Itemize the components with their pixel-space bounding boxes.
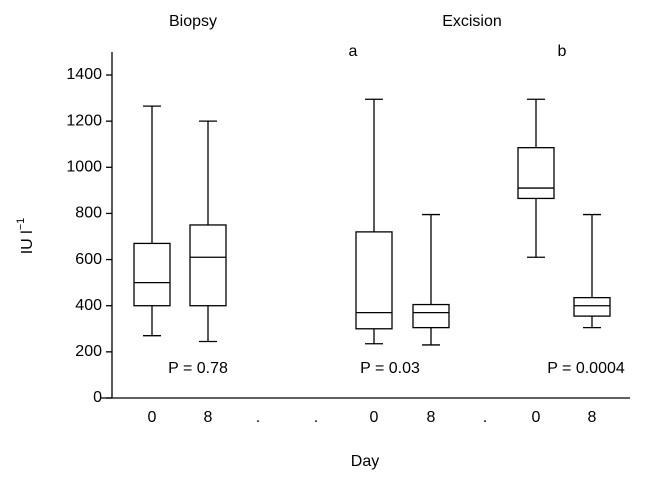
x-tick-label: . — [483, 409, 487, 426]
x-tick-label: 0 — [148, 409, 157, 426]
box — [412, 303, 450, 329]
y-tick-label: 400 — [75, 297, 102, 314]
y-axis-label-base: IU l — [19, 230, 36, 254]
x-tick-label: 8 — [427, 409, 436, 426]
y-tick-label: 800 — [75, 205, 102, 222]
y-tick-label: 0 — [93, 389, 102, 406]
y-axis-label: IU l−1 — [15, 218, 36, 255]
x-tick-label: . — [256, 409, 260, 426]
annotation-letter: b — [558, 43, 567, 60]
y-axis-label-sup: −1 — [15, 218, 27, 231]
y-tick-label: 200 — [75, 343, 102, 360]
x-tick-label: 0 — [532, 409, 541, 426]
annotation-letter: a — [349, 43, 358, 60]
y-tick-label: 1000 — [66, 159, 102, 176]
y-tick-label: 1400 — [66, 66, 102, 83]
group-label: Excision — [442, 13, 502, 30]
group-label: Biopsy — [169, 13, 217, 30]
p-value: P = 0.78 — [168, 360, 228, 377]
x-tick-label: 8 — [204, 409, 213, 426]
box — [133, 242, 171, 307]
y-tick-label: 600 — [75, 251, 102, 268]
box — [189, 224, 227, 307]
x-tick-label: 0 — [370, 409, 379, 426]
box — [517, 147, 555, 200]
p-value: P = 0.0004 — [547, 360, 625, 377]
y-tick-label: 1200 — [66, 112, 102, 129]
box — [573, 296, 611, 317]
x-tick-label: 8 — [588, 409, 597, 426]
x-tick-label: . — [314, 409, 318, 426]
p-value: P = 0.03 — [360, 360, 420, 377]
box — [355, 231, 393, 330]
x-axis-label: Day — [351, 453, 379, 470]
